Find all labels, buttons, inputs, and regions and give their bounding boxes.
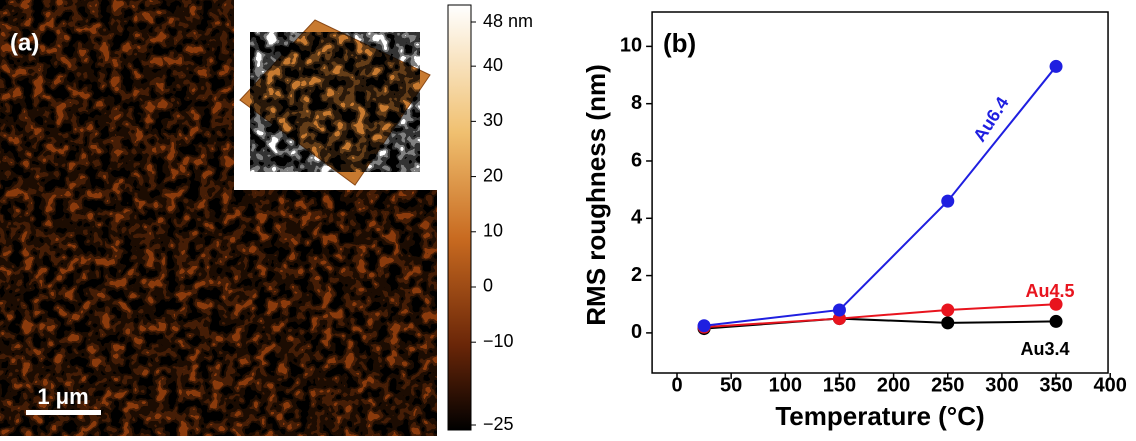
plot-frame (652, 12, 1108, 373)
series-line (704, 304, 1056, 327)
colorbar-tick-label: 0 (483, 276, 493, 296)
data-point (698, 319, 711, 332)
y-axis-title: RMS roughness (nm) (581, 64, 611, 325)
series-label: Au3.4 (1020, 339, 1069, 359)
figure: (a) 1 μm (b) Temperature (°C) RMS roughn… (0, 0, 1136, 436)
x-tick-label: 50 (720, 374, 742, 396)
colorbar-tick-label: 20 (483, 165, 503, 185)
x-axis-title: Temperature (°C) (775, 401, 984, 431)
colorbar-tick-label: −25 (483, 414, 514, 434)
x-tick-label: 0 (671, 374, 682, 396)
colorbar-tick-label: 10 (483, 221, 503, 241)
y-tick-label: 0 (631, 321, 642, 343)
afm-image: (a) 1 μm (0, 0, 437, 436)
data-point (1050, 60, 1063, 73)
colorbar-tick-label: 30 (483, 110, 503, 130)
x-tick-label: 250 (931, 374, 964, 396)
data-point (833, 303, 846, 316)
x-tick-label: 150 (823, 374, 856, 396)
x-tick-label: 200 (877, 374, 910, 396)
y-tick-label: 10 (620, 35, 642, 57)
data-point (941, 303, 954, 316)
data-point (1050, 315, 1063, 328)
y-tick-label: 8 (631, 92, 642, 114)
scale-bar-label: 1 μm (37, 384, 88, 409)
x-tick-label: 300 (985, 374, 1018, 396)
y-tick-label: 4 (631, 207, 643, 229)
x-tick-label: 350 (1039, 374, 1072, 396)
y-tick-label: 6 (631, 149, 642, 171)
series-label: Au6.4 (969, 93, 1012, 145)
colorbar-tick-label: 48 nm (483, 11, 533, 31)
panel-label: (a) (10, 29, 39, 56)
panel-label: (b) (663, 28, 696, 58)
x-tick-label: 100 (769, 374, 802, 396)
series-label: Au4.5 (1025, 281, 1074, 301)
colorbar-tick-label: 40 (483, 55, 503, 75)
data-point (941, 195, 954, 208)
scale-bar (26, 410, 101, 415)
y-tick-label: 2 (631, 264, 642, 286)
colorbar-tick-label: −10 (483, 331, 514, 351)
x-tick-label: 400 (1094, 374, 1127, 396)
colorbar (448, 5, 471, 430)
data-point (941, 316, 954, 329)
